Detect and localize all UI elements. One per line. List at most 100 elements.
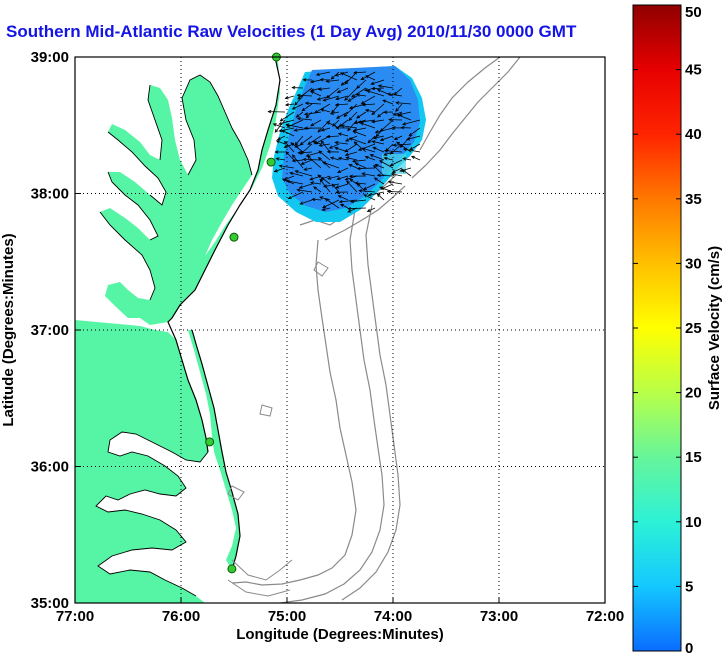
- colorbar-tick-label: 25: [685, 320, 702, 337]
- velocity-vector: [324, 198, 340, 209]
- velocity-vector: [356, 182, 367, 193]
- velocity-vector: [367, 135, 376, 144]
- velocity-vector: [294, 135, 304, 146]
- velocity-vector: [379, 135, 394, 142]
- station-marker: [266, 157, 276, 167]
- velocity-vector: [390, 172, 403, 177]
- velocity-vector: [337, 195, 349, 201]
- station-marker: [205, 437, 215, 447]
- velocity-vector: [388, 117, 403, 122]
- x-tick-label: 76:00: [162, 608, 200, 625]
- velocity-vector: [357, 119, 376, 124]
- velocity-vector: [335, 111, 349, 119]
- velocity-vector: [285, 179, 304, 185]
- velocity-vector: [347, 95, 358, 102]
- velocity-vector: [376, 111, 385, 118]
- velocity-vector: [410, 155, 421, 161]
- velocity-vector: [304, 101, 322, 105]
- velocity-vector: [297, 87, 313, 100]
- colorbar-tick-label: 0: [685, 640, 693, 657]
- colorbar-label: Surface Velocity (cm/s): [706, 246, 723, 410]
- velocity-vector: [275, 140, 286, 145]
- velocity-vector: [305, 111, 313, 119]
- velocity-vector: [395, 103, 403, 112]
- velocity-vector: [348, 164, 358, 169]
- colorbar-tick-label: 30: [685, 255, 702, 272]
- station-marker: [229, 232, 239, 242]
- velocity-vector: [296, 188, 313, 193]
- land-southern: [75, 320, 208, 603]
- hf-radar-stations: [205, 52, 281, 574]
- velocity-vector: [372, 135, 385, 140]
- velocity-vector: [329, 111, 340, 115]
- velocity-vector: [353, 70, 367, 75]
- velocity-vector: [298, 183, 313, 189]
- plot-frame: [74, 56, 606, 604]
- velocity-vector: [337, 167, 349, 174]
- velocity-vector: [315, 71, 331, 77]
- velocity-vector: [360, 95, 376, 105]
- velocity-vector: [406, 135, 421, 141]
- x-tick-label: 77:00: [56, 608, 94, 625]
- velocity-vector: [334, 103, 349, 107]
- velocity-vector: [321, 207, 331, 212]
- velocity-vector: [374, 127, 394, 134]
- velocity-vector: [335, 190, 349, 195]
- velocity-vector: [343, 103, 358, 118]
- velocity-vector: [409, 143, 421, 151]
- colorbar-tick-label: 5: [685, 578, 693, 595]
- velocity-vector: [379, 186, 394, 193]
- velocity-vector: [303, 167, 313, 171]
- velocity-vector: [329, 156, 340, 161]
- velocity-vector: [391, 126, 403, 130]
- velocity-vector: [371, 140, 385, 145]
- velocity-vector: [401, 169, 412, 177]
- velocity-vector: [344, 151, 358, 157]
- velocity-vector: [291, 85, 304, 90]
- velocity-vector: [386, 92, 403, 97]
- outer-banks: [188, 330, 240, 570]
- velocity-vector: [376, 89, 394, 97]
- velocity-vector: [372, 146, 385, 153]
- velocity-vector: [300, 159, 313, 165]
- velocity-vector: [386, 189, 403, 194]
- velocity-vector: [402, 157, 412, 161]
- velocity-vector: [402, 147, 421, 153]
- velocity-vector: [408, 127, 421, 137]
- velocity-vector: [283, 143, 295, 149]
- velocity-vector: [338, 199, 358, 204]
- velocity-vector: [275, 157, 286, 161]
- velocity-vector: [317, 174, 331, 185]
- velocity-vector: [326, 150, 340, 154]
- colorbar-tick-label: 10: [685, 514, 702, 531]
- velocity-vector: [383, 110, 394, 114]
- velocity-vector: [371, 103, 385, 116]
- velocity-vector: [376, 173, 394, 178]
- velocity-vector: [354, 162, 367, 169]
- x-tick-label: 73:00: [480, 608, 518, 625]
- colorbar-tick-label: 45: [685, 62, 702, 79]
- x-tick-label: 74:00: [374, 608, 412, 625]
- velocity-vector: [296, 117, 313, 121]
- velocity-vector: [273, 167, 286, 173]
- velocity-vector: [279, 111, 295, 122]
- y-tick-labels: 35:00 36:00 37:00 38:00 39:00: [31, 49, 69, 612]
- velocity-vector: [274, 150, 286, 154]
- velocity-vector: [319, 178, 331, 193]
- velocity-vector: [374, 163, 385, 169]
- velocity-vector: [336, 175, 349, 181]
- velocity-vector: [402, 119, 421, 126]
- velocity-vector: [371, 119, 385, 124]
- velocity-vector: [348, 137, 367, 145]
- bathymetry-contour: [341, 204, 401, 601]
- velocity-vector: [383, 156, 394, 161]
- velocity-vector: [295, 111, 304, 118]
- velocity-vector: [358, 189, 376, 193]
- velocity-vector: [276, 135, 286, 141]
- velocity-vector: [322, 199, 340, 209]
- velocity-vector: [376, 193, 385, 201]
- bathymetry-contour: [279, 209, 385, 603]
- x-axis-label: Longitude (Degrees:Minutes): [236, 626, 444, 643]
- velocity-vector: [291, 103, 304, 110]
